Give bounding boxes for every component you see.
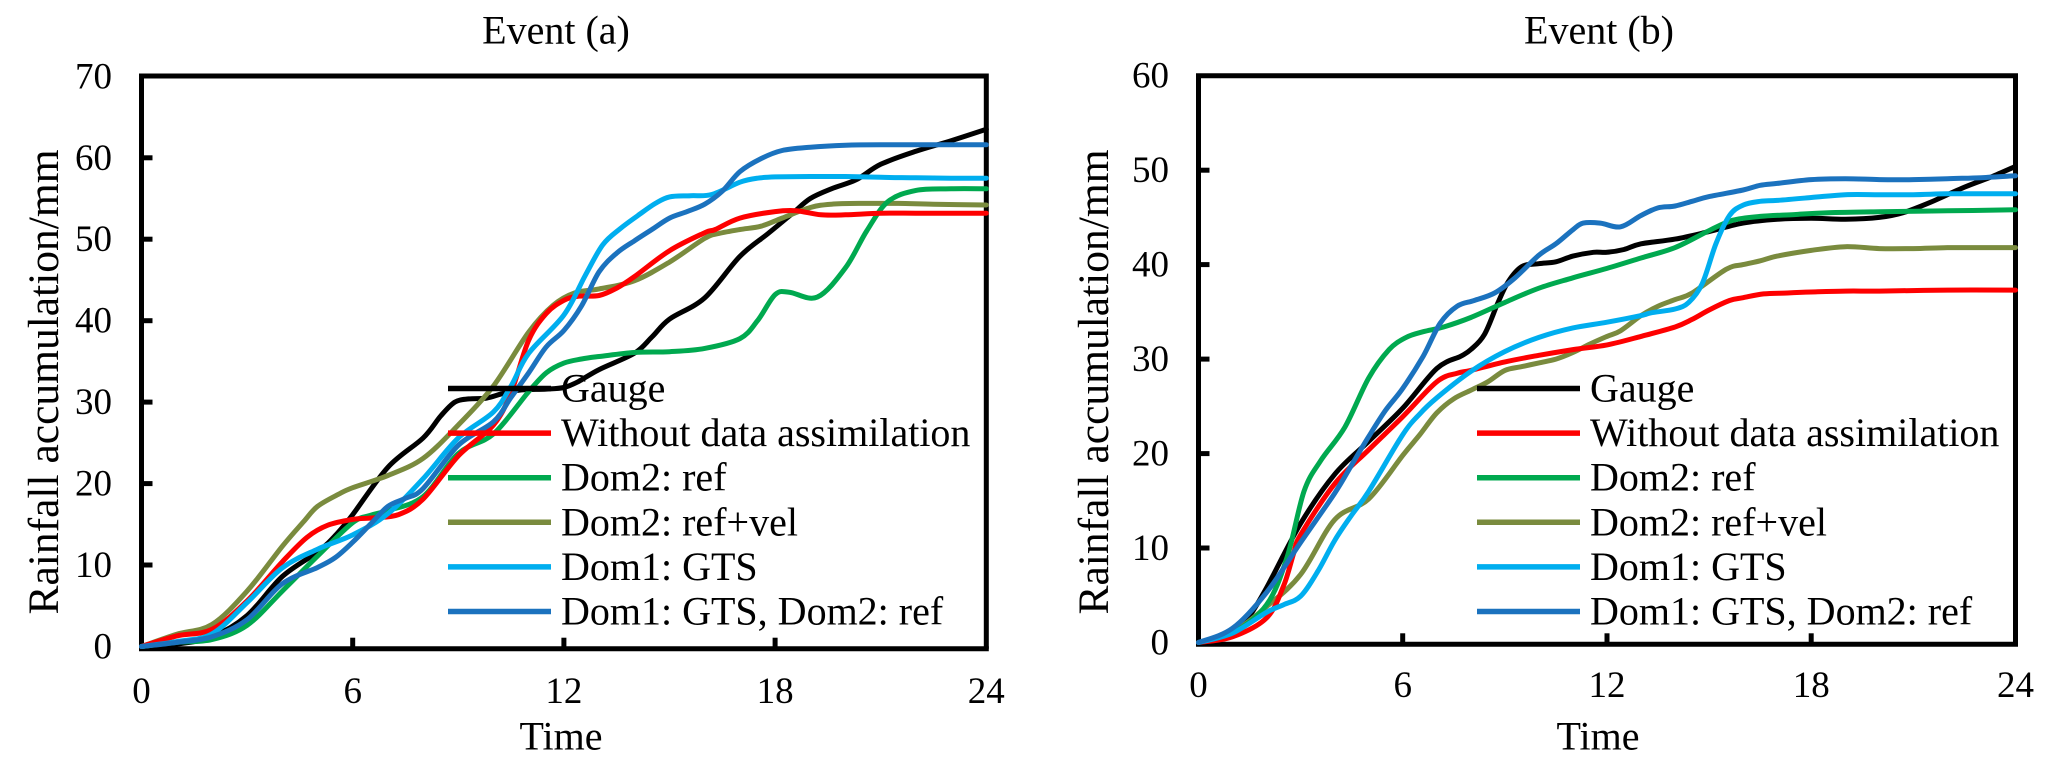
svg-text:Dom1: GTS: Dom1: GTS: [561, 544, 758, 589]
svg-text:50: 50: [75, 219, 112, 260]
svg-text:0: 0: [132, 671, 151, 712]
svg-text:Event (b): Event (b): [1524, 8, 1674, 53]
svg-text:Event (a): Event (a): [482, 8, 630, 53]
svg-text:40: 40: [75, 301, 112, 342]
svg-text:Dom2: ref+vel: Dom2: ref+vel: [561, 499, 798, 544]
svg-text:Dom1: GTS, Dom2: ref: Dom1: GTS, Dom2: ref: [561, 589, 944, 634]
svg-text:40: 40: [1132, 245, 1169, 286]
svg-text:10: 10: [75, 545, 112, 586]
svg-text:0: 0: [1189, 665, 1208, 706]
svg-text:24: 24: [968, 671, 1005, 712]
svg-text:18: 18: [1793, 665, 1830, 706]
svg-text:60: 60: [1132, 56, 1169, 97]
svg-text:10: 10: [1132, 528, 1169, 569]
svg-text:60: 60: [75, 138, 112, 179]
svg-text:Dom2: ref: Dom2: ref: [561, 455, 727, 500]
svg-text:18: 18: [757, 671, 794, 712]
svg-text:50: 50: [1132, 150, 1169, 191]
svg-text:Dom2: ref: Dom2: ref: [1590, 455, 1756, 500]
svg-text:30: 30: [75, 382, 112, 423]
svg-text:Rainfall accumulation/mm: Rainfall accumulation/mm: [20, 149, 68, 614]
svg-text:Dom1: GTS, Dom2: ref: Dom1: GTS, Dom2: ref: [1590, 589, 1973, 634]
svg-text:Without data assimilation: Without data assimilation: [1590, 410, 1999, 455]
svg-text:Gauge: Gauge: [561, 366, 665, 411]
svg-text:Dom1: GTS: Dom1: GTS: [1590, 544, 1787, 589]
svg-text:Gauge: Gauge: [1590, 366, 1694, 411]
svg-text:Without data assimilation: Without data assimilation: [561, 410, 970, 455]
svg-text:12: 12: [1589, 665, 1626, 706]
svg-text:70: 70: [75, 56, 112, 97]
svg-text:Dom2: ref+vel: Dom2: ref+vel: [1590, 499, 1827, 544]
svg-text:30: 30: [1132, 339, 1169, 380]
svg-text:Rainfall accumulation/mm: Rainfall accumulation/mm: [1070, 149, 1118, 614]
svg-text:24: 24: [1997, 665, 2034, 706]
svg-text:20: 20: [1132, 434, 1169, 475]
svg-text:6: 6: [343, 671, 362, 712]
svg-text:20: 20: [75, 464, 112, 505]
svg-text:Time: Time: [519, 714, 602, 759]
svg-text:0: 0: [94, 627, 113, 668]
svg-text:Time: Time: [1556, 714, 1639, 759]
svg-text:12: 12: [545, 671, 582, 712]
svg-text:0: 0: [1151, 623, 1170, 664]
svg-text:6: 6: [1393, 665, 1412, 706]
